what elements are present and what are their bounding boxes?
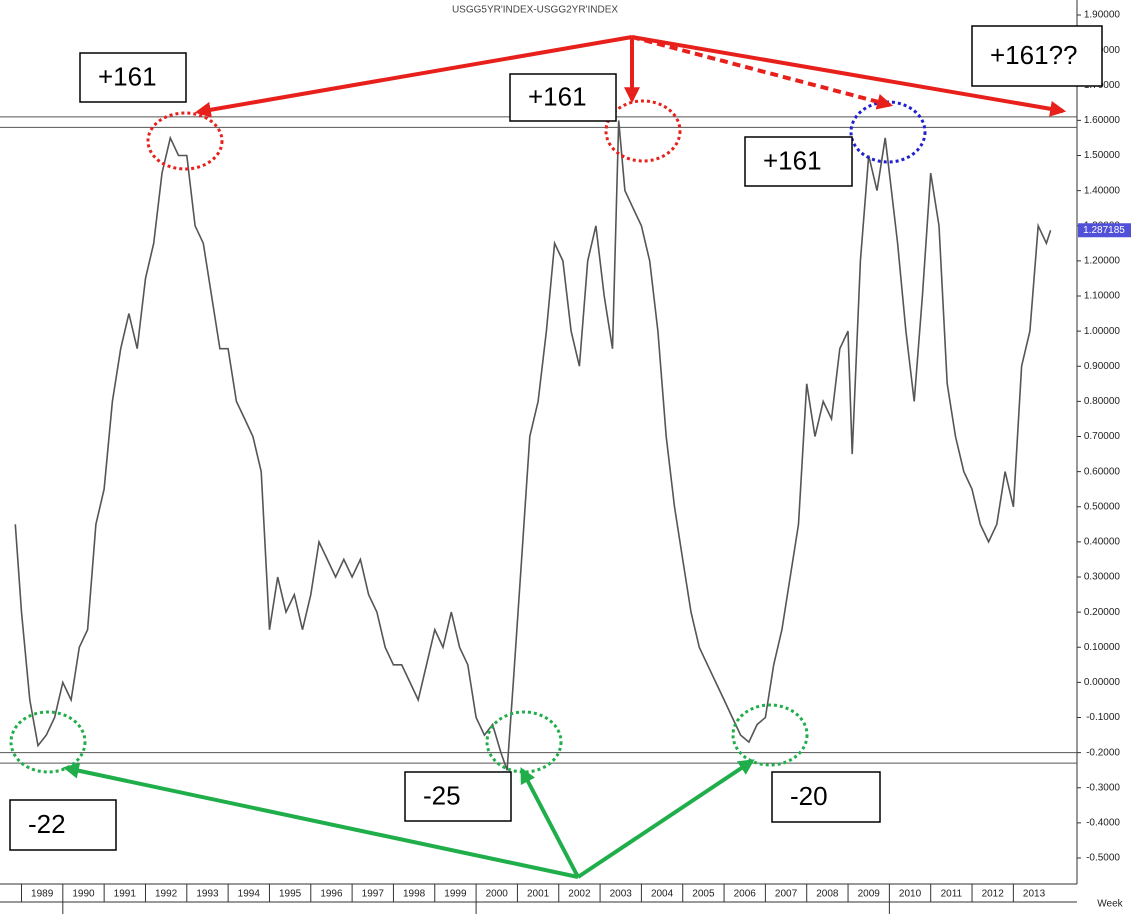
annotation-text: +161?? [990, 40, 1077, 70]
x-tick-label: 2011 [941, 889, 963, 900]
arrow [62, 762, 579, 879]
annotation-text: -25 [423, 780, 461, 810]
x-tick-label: 1994 [238, 889, 261, 900]
y-tick-label: -0.5000 [1086, 853, 1120, 864]
annotation-box [771, 771, 881, 823]
annotation-text: +161 [763, 145, 822, 175]
x-tick-label: 2008 [816, 889, 839, 900]
x-axis-label: Week [1097, 899, 1123, 910]
y-tick-label: -0.2000 [1086, 747, 1120, 758]
y-tick-label: 0.20000 [1084, 607, 1121, 618]
plot: 1.900001.800001.700001.600001.500001.400… [0, 10, 1131, 914]
annotation-box [404, 771, 512, 822]
arrows [62, 35, 1067, 879]
y-tick-label: 0.80000 [1084, 396, 1121, 407]
y-tick-label: 0.10000 [1084, 642, 1121, 653]
circle [485, 710, 563, 774]
x-tick-label: 2005 [692, 889, 715, 900]
annotation-text: -22 [28, 809, 66, 839]
arrow [194, 35, 633, 118]
circle [604, 99, 682, 163]
chart-title: USGG5YR'INDEX-USGG2YR'INDEX [452, 5, 618, 16]
arrow [631, 35, 1067, 117]
annotation-box [971, 25, 1103, 87]
annotation-shapes [9, 99, 927, 774]
x-tick-label: 2002 [568, 889, 591, 900]
y-tick-label: 0.90000 [1084, 361, 1121, 372]
circle [849, 100, 927, 164]
x-tick-label: 1995 [279, 889, 302, 900]
annotation-box [509, 73, 617, 122]
x-tick-label: 1990 [72, 889, 95, 900]
x-tick-label: 2006 [734, 889, 757, 900]
last-value-label: 1.287185 [1083, 225, 1125, 236]
y-tick-label: 0.60000 [1084, 466, 1121, 477]
y-tick-label: 1.20000 [1084, 256, 1121, 267]
arrow [576, 759, 755, 879]
circle [146, 111, 224, 171]
y-tick-label: 1.50000 [1084, 150, 1121, 161]
y-tick-label: 1.00000 [1084, 326, 1121, 337]
x-tick-label: 1998 [403, 889, 426, 900]
x-tick-label: 2001 [527, 889, 550, 900]
circle [9, 710, 87, 774]
x-tick-label: 1996 [320, 889, 343, 900]
arrow [631, 35, 894, 110]
annotations: +161 +161 +161 +161?? -22 -25 -20 [9, 25, 1103, 851]
y-tick-label: 0.50000 [1084, 501, 1121, 512]
x-tick-label: 1997 [362, 889, 385, 900]
y-tick-label: 1.90000 [1084, 10, 1121, 21]
y-tick-label: 1.10000 [1084, 291, 1121, 302]
annotation-text: +161 [528, 81, 587, 111]
circle [731, 703, 809, 767]
y-tick-label: -0.1000 [1086, 712, 1120, 723]
y-tick-label: -0.3000 [1086, 782, 1120, 793]
x-tick-label: 2004 [651, 889, 674, 900]
x-tick-label: 2012 [982, 889, 1005, 900]
x-tick-label: 1989 [31, 889, 54, 900]
annotation-text: +161 [98, 61, 157, 91]
x-tick-label: 2010 [899, 889, 922, 900]
x-tick-label: 1991 [114, 889, 137, 900]
x-tick-label: 1992 [155, 889, 178, 900]
y-tick-label: 1.60000 [1084, 115, 1121, 126]
y-tick-label: 0.30000 [1084, 572, 1121, 583]
annotation-text: -20 [790, 781, 828, 811]
x-tick-label: 2007 [775, 889, 798, 900]
y-tick-label: 1.40000 [1084, 185, 1121, 196]
arrow [520, 767, 580, 878]
y-tick-label: 0.70000 [1084, 431, 1121, 442]
annotation-box [79, 52, 187, 103]
series-line [14, 120, 1052, 771]
y-tick-label: 0.40000 [1084, 537, 1121, 548]
annotation-box [744, 136, 853, 187]
y-tick-label: 0.00000 [1084, 677, 1121, 688]
x-tick-label: 2000 [486, 889, 509, 900]
x-tick-label: 2013 [1023, 889, 1046, 900]
x-tick-label: 1999 [444, 889, 467, 900]
x-tick-label: 2003 [610, 889, 633, 900]
last-value-box [1078, 223, 1131, 238]
y-tick-label: -0.4000 [1086, 818, 1120, 829]
annotation-box [9, 799, 117, 851]
x-tick-label: 2009 [858, 889, 881, 900]
x-tick-label: 1993 [196, 889, 219, 900]
